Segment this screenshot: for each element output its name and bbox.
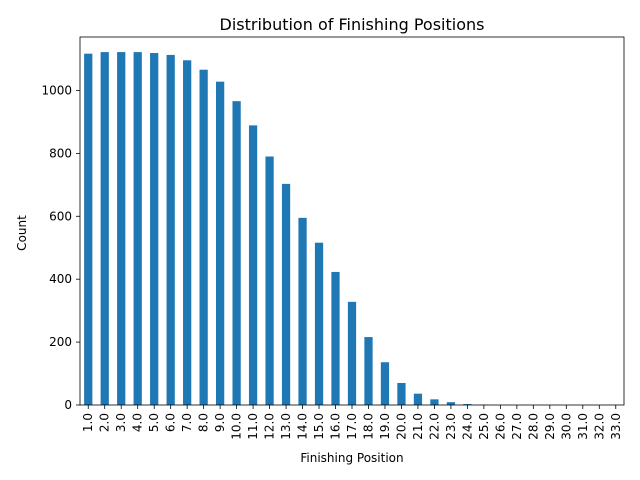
bar-6.0: [166, 54, 175, 406]
x-tick-label: 1.0: [81, 413, 95, 432]
x-tick-label: 24.0: [460, 413, 474, 440]
plot-frame: [79, 36, 625, 406]
x-tick-label: 16.0: [329, 413, 343, 440]
bar-12.0: [265, 156, 274, 405]
x-tick-label: 26.0: [493, 413, 507, 440]
bar-3.0: [117, 52, 126, 405]
bar-16.0: [331, 271, 340, 405]
bar-8.0: [199, 69, 208, 405]
x-tick-label: 6.0: [164, 413, 178, 432]
bar-7.0: [183, 60, 192, 406]
bar-2.0: [100, 52, 109, 405]
bar-15.0: [314, 242, 324, 405]
bar-1.0: [84, 53, 93, 406]
x-tick-label: 32.0: [592, 413, 606, 440]
x-tick-label: 33.0: [609, 413, 623, 440]
x-tick-label: 20.0: [394, 413, 408, 440]
x-tick-label: 18.0: [361, 413, 375, 440]
bars-group: [84, 52, 488, 406]
y-tick-label: 600: [49, 209, 72, 223]
x-tick-label: 15.0: [312, 413, 326, 440]
x-tick-label: 13.0: [279, 413, 293, 440]
x-tick-label: 23.0: [444, 413, 458, 440]
x-tick-label: 10.0: [230, 413, 244, 440]
bar-24.0: [463, 404, 472, 405]
y-tick-label: 200: [49, 335, 72, 349]
x-tick-label: 4.0: [131, 413, 145, 432]
x-tick-label: 3.0: [114, 413, 128, 432]
x-tick-label: 2.0: [98, 413, 112, 432]
x-tick-label: 7.0: [180, 413, 194, 432]
x-tick-label: 28.0: [526, 413, 540, 440]
y-tick-label: 800: [49, 146, 72, 160]
x-tick-label: 14.0: [296, 413, 310, 440]
y-tick-label: 1000: [41, 83, 72, 97]
bar-14.0: [298, 217, 307, 405]
bar-13.0: [281, 183, 291, 405]
x-tick-label: 25.0: [477, 413, 491, 440]
bar-11.0: [248, 125, 258, 405]
x-tick-label: 19.0: [378, 413, 392, 440]
x-tick-label: 22.0: [427, 413, 441, 440]
bar-22.0: [430, 399, 439, 405]
bar-19.0: [380, 362, 390, 405]
x-axis-label: Finishing Position: [300, 451, 403, 465]
bar-5.0: [150, 53, 159, 406]
y-axis-label: Count: [15, 215, 29, 251]
x-tick-label: 11.0: [246, 413, 260, 440]
x-axis-ticks: 1.0 2.0 3.0 4.0 5.0 6.0 7.0 8.0 9.0 10.0 11.0 12.0 1…: [81, 405, 623, 440]
y-tick-label: 400: [49, 272, 72, 286]
bar-18.0: [364, 337, 373, 405]
bar-10.0: [232, 101, 241, 406]
bar-23.0: [446, 402, 456, 405]
x-tick-label: 5.0: [147, 413, 161, 432]
x-tick-label: 9.0: [213, 413, 227, 432]
y-tick-label: 0: [64, 398, 72, 412]
x-tick-label: 27.0: [510, 413, 524, 440]
x-tick-label: 29.0: [543, 413, 557, 440]
x-tick-label: 8.0: [197, 413, 211, 432]
x-tick-label: 31.0: [576, 413, 590, 440]
x-tick-label: 30.0: [559, 413, 573, 440]
chart-title: Distribution of Finishing Positions: [220, 15, 485, 34]
x-tick-label: 12.0: [263, 413, 277, 440]
y-axis-ticks: 0 200 400 600 800 1000: [41, 83, 80, 412]
bar-4.0: [133, 52, 142, 405]
bar-17.0: [347, 301, 357, 405]
bar-21.0: [413, 393, 423, 405]
bar-20.0: [397, 382, 406, 405]
x-tick-label: 21.0: [411, 413, 425, 440]
bar-9.0: [216, 81, 225, 406]
x-tick-label: 17.0: [345, 413, 359, 440]
